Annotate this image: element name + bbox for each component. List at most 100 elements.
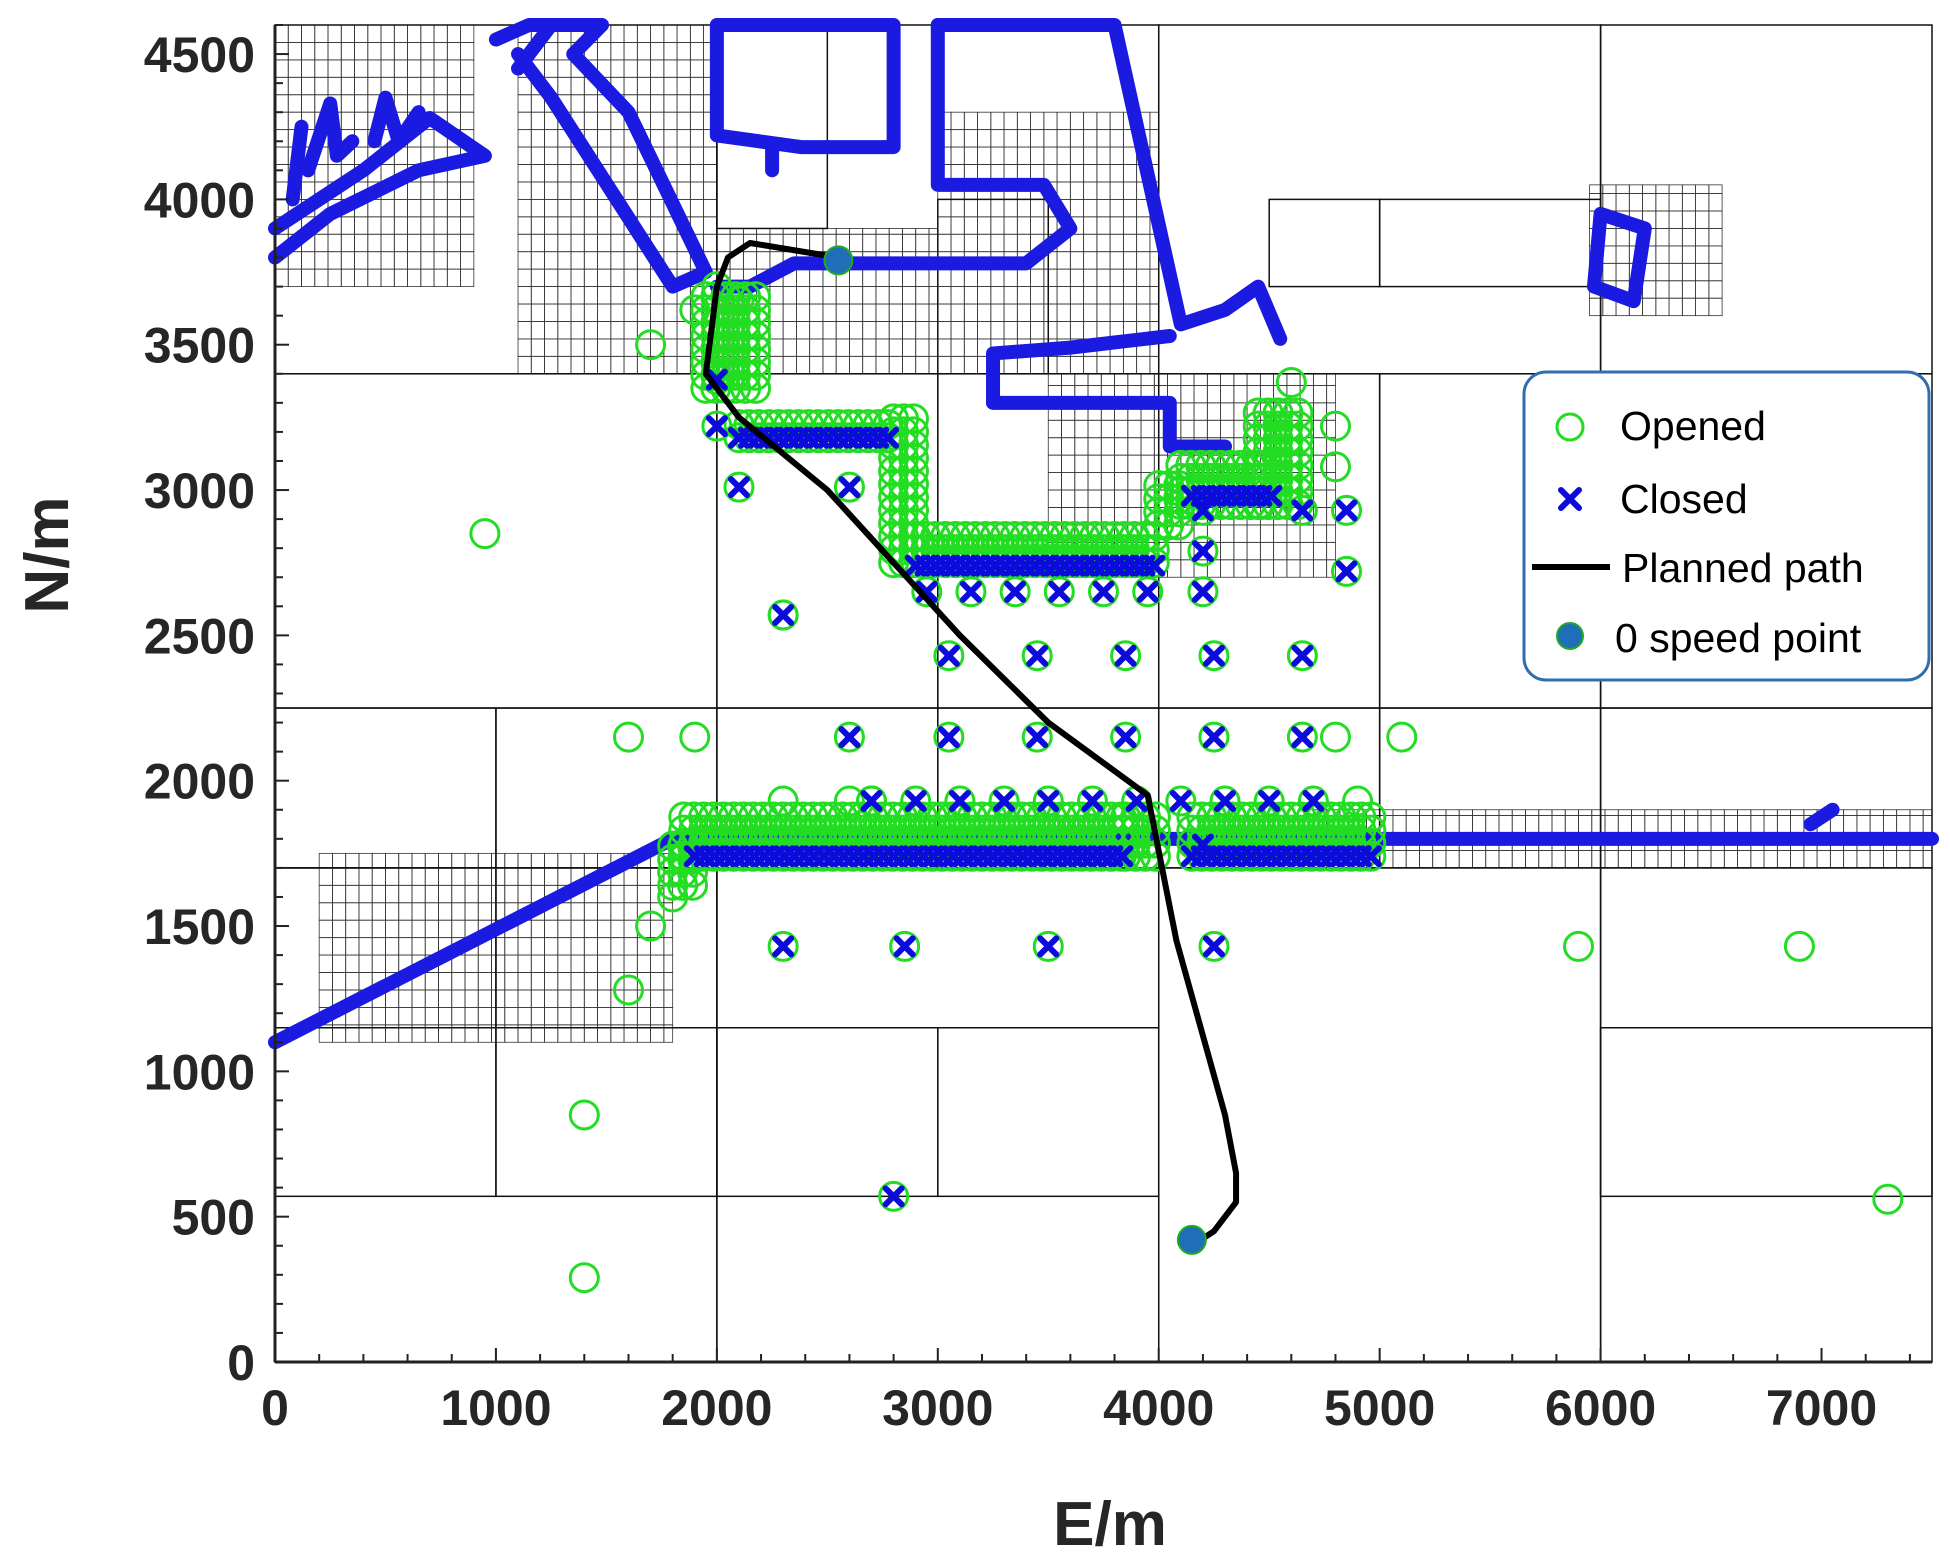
fine-grid-cell bbox=[287, 76, 302, 96]
fine-grid-cell bbox=[530, 972, 545, 991]
fine-grid-cell bbox=[557, 286, 572, 305]
fine-grid-cell bbox=[977, 129, 992, 148]
fine-grid-cell bbox=[862, 321, 877, 340]
fine-grid-cell bbox=[1458, 850, 1473, 869]
fine-grid-cell bbox=[1056, 355, 1071, 375]
fine-grid-cell bbox=[729, 228, 744, 235]
fine-grid-cell bbox=[1564, 815, 1579, 834]
fine-grid-cell bbox=[1122, 355, 1138, 375]
fine-grid-cell bbox=[1087, 454, 1102, 474]
fine-grid-cell bbox=[1233, 541, 1248, 561]
fine-grid-cell bbox=[583, 338, 598, 357]
fine-grid-cell bbox=[340, 216, 355, 235]
fine-grid-cell bbox=[769, 321, 784, 340]
fine-grid-cell bbox=[1056, 321, 1071, 340]
fine-grid-cell bbox=[393, 59, 408, 78]
fine-grid-cell bbox=[358, 902, 373, 921]
fine-grid-cell bbox=[1405, 815, 1420, 834]
fine-grid-cell bbox=[517, 111, 532, 131]
fine-grid-cell bbox=[950, 321, 965, 340]
fine-grid-cell bbox=[756, 228, 771, 235]
fine-grid-cell bbox=[393, 233, 408, 253]
fine-grid-cell bbox=[888, 268, 903, 287]
fine-grid-cell bbox=[1056, 129, 1071, 148]
fine-grid-cell bbox=[782, 303, 797, 322]
fine-grid-cell bbox=[530, 867, 545, 886]
fine-grid-cell bbox=[663, 303, 678, 322]
fine-grid-cell bbox=[1074, 419, 1089, 439]
fine-grid-cell bbox=[950, 268, 965, 287]
y-tick-label: 4000 bbox=[144, 172, 255, 228]
opened-point bbox=[1282, 423, 1314, 455]
fine-grid-cell bbox=[928, 321, 939, 340]
fine-grid-cell bbox=[636, 303, 651, 322]
fine-grid-cell bbox=[676, 355, 691, 375]
fine-grid-cell bbox=[809, 355, 824, 375]
fine-grid-cell bbox=[963, 268, 978, 287]
fine-grid-cell bbox=[1069, 251, 1085, 270]
fine-grid-cell bbox=[1578, 809, 1593, 816]
legend-box bbox=[1522, 370, 1931, 682]
closed-point bbox=[1136, 580, 1159, 603]
opened-point bbox=[635, 329, 667, 361]
fine-grid-cell bbox=[1695, 297, 1710, 317]
fine-grid-cell bbox=[636, 94, 651, 113]
fine-grid-cell bbox=[1109, 146, 1124, 165]
opened-point bbox=[1297, 785, 1329, 817]
fine-grid-cell bbox=[1140, 373, 1155, 386]
fine-grid-cell bbox=[650, 94, 665, 113]
opened-point bbox=[1783, 930, 1815, 962]
fine-grid-cell bbox=[862, 268, 877, 287]
fine-grid-cell bbox=[937, 338, 952, 357]
y-tick-label: 0 bbox=[227, 1335, 255, 1391]
fine-grid-cell bbox=[407, 42, 422, 61]
fine-grid-cell bbox=[1657, 809, 1672, 816]
opened-point bbox=[1076, 785, 1108, 817]
fine-grid-cell bbox=[1631, 850, 1646, 869]
fine-grid-cell bbox=[1681, 280, 1697, 299]
fine-grid-cell bbox=[796, 268, 811, 287]
fine-grid-cell bbox=[1763, 850, 1778, 869]
fine-grid-cell bbox=[371, 954, 386, 973]
fine-grid-cell bbox=[809, 228, 824, 235]
fine-grid-cell bbox=[1096, 355, 1111, 375]
fine-grid-cell bbox=[769, 355, 784, 375]
closed-point bbox=[1214, 790, 1237, 813]
fine-grid-cell bbox=[822, 321, 837, 340]
fine-grid-cell bbox=[1096, 303, 1111, 322]
fine-grid-cell bbox=[1286, 524, 1301, 543]
fine-grid-cell bbox=[438, 989, 453, 1008]
fine-grid-cell bbox=[1122, 233, 1138, 253]
fine-grid-cell bbox=[504, 954, 519, 973]
fine-grid-cell bbox=[1003, 198, 1018, 218]
fine-grid-cell bbox=[407, 251, 422, 270]
fine-grid-cell bbox=[1083, 216, 1098, 235]
fine-grid-cell bbox=[636, 867, 651, 886]
fine-grid-cell bbox=[517, 852, 532, 869]
fine-grid-cell bbox=[491, 1007, 506, 1026]
fine-grid-cell bbox=[274, 42, 289, 61]
fine-grid-cell bbox=[623, 164, 638, 183]
closed-point bbox=[1191, 580, 1214, 603]
fine-grid-cell bbox=[1432, 850, 1447, 869]
fine-grid-cell bbox=[1843, 815, 1858, 834]
fine-grid-cell bbox=[1763, 815, 1778, 834]
fine-grid-cell bbox=[597, 989, 612, 1008]
fine-grid-cell bbox=[1551, 850, 1566, 869]
fine-grid-cell bbox=[809, 286, 824, 305]
fine-grid-cell bbox=[371, 919, 386, 939]
fine-grid-cell bbox=[1472, 809, 1487, 816]
fine-grid-cell bbox=[1604, 815, 1619, 834]
opened-point bbox=[955, 576, 987, 608]
fine-grid-cell bbox=[570, 181, 585, 200]
fine-grid-cell bbox=[990, 303, 1005, 322]
opened-point bbox=[999, 576, 1031, 608]
fine-grid-cell bbox=[1074, 472, 1089, 491]
fine-grid-cell bbox=[796, 355, 811, 375]
fine-grid-cell bbox=[451, 867, 466, 886]
fine-grid-cell bbox=[314, 59, 329, 78]
fine-grid-cell bbox=[1083, 286, 1098, 305]
fine-grid-cell bbox=[636, 286, 651, 305]
fine-grid-cell bbox=[420, 233, 435, 253]
fine-grid-cell bbox=[950, 111, 965, 131]
